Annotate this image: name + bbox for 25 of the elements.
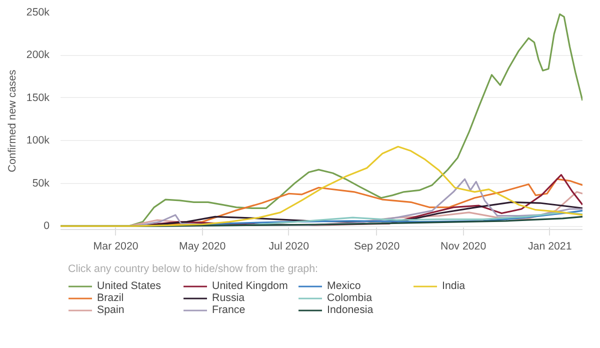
legend-label: Mexico	[327, 280, 362, 292]
legend-title: Click any country below to hide/show from the graph:	[68, 263, 319, 275]
y-tick-label: 200k	[26, 49, 50, 62]
y-axis-title: Confirmed new cases	[6, 70, 18, 172]
x-tick-label: Sep 2020	[354, 240, 400, 252]
line-series	[60, 146, 582, 227]
y-tick-label: 150k	[26, 92, 50, 104]
legend-label: United Kingdom	[212, 280, 289, 292]
x-tick-label: May 2020	[178, 240, 226, 252]
legend-label: Brazil	[97, 292, 125, 304]
legend-label: France	[212, 304, 246, 316]
x-tick-label: Jul 2020	[268, 240, 310, 252]
legend-label: Colombia	[327, 292, 374, 304]
y-tick-label: 50k	[32, 177, 50, 190]
x-tick-label: Jan 2021	[528, 240, 572, 252]
legend-label: India	[442, 280, 466, 292]
legend-label: Spain	[97, 304, 126, 316]
legend-label: United States	[97, 280, 162, 292]
x-tick-label: Nov 2020	[440, 240, 486, 252]
y-tick-label: 100k	[26, 134, 50, 147]
legend-label: Russia	[212, 292, 246, 304]
legend-label: Indonesia	[327, 304, 374, 316]
y-tick-label: 250k	[26, 6, 50, 18]
y-tick-label: 0	[44, 220, 50, 232]
x-tick-label: Mar 2020	[93, 240, 138, 252]
